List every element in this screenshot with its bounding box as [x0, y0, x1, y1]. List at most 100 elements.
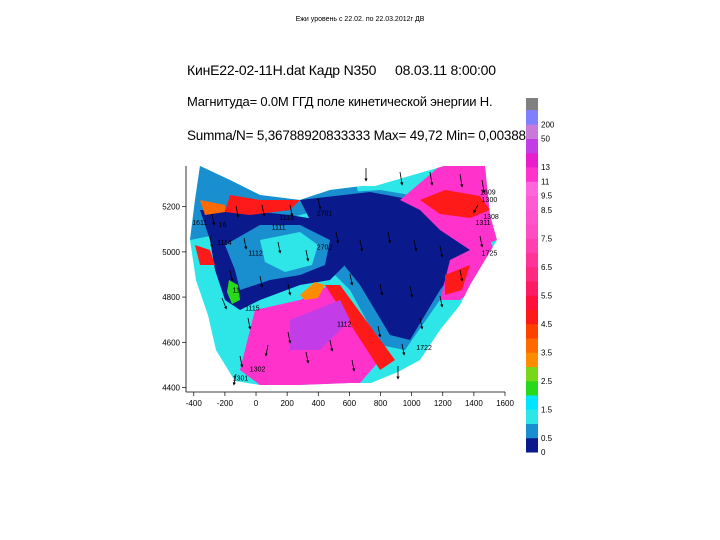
x-tick-label: 1000 [403, 399, 421, 408]
x-tick-label: 600 [343, 399, 357, 408]
vector-arrow [287, 283, 292, 296]
station-label: 1300 [482, 197, 498, 204]
vector-arrow [351, 359, 356, 372]
legend-label: 3.5 [541, 348, 553, 357]
legend-label: 7.5 [541, 234, 553, 243]
field-left-cyan [190, 275, 250, 381]
vector-arrow [349, 273, 354, 286]
station-label: 1113 [279, 215, 294, 222]
legend-swatch [526, 295, 538, 310]
field-deep-channel [300, 192, 485, 340]
y-tick-group: 4400 4600 4800 5000 5200 [162, 203, 186, 392]
vector-arrow [239, 355, 244, 368]
legend-label: 200 [541, 120, 555, 129]
legend-label: 0.5 [541, 434, 553, 443]
x-tick-label: 1400 [465, 399, 483, 408]
legend-swatch [526, 238, 538, 253]
station-label: 1308 [483, 214, 499, 221]
vector-arrow [259, 275, 264, 288]
legend-swatch [526, 224, 538, 239]
vector-arrow [419, 317, 424, 330]
station-label: 1311 [475, 220, 490, 227]
legend-label: 13 [541, 163, 550, 172]
vector-arrow [289, 204, 294, 217]
y-tick-label: 4400 [162, 383, 180, 392]
legend-swatch [526, 437, 538, 453]
x-tick-label: 200 [280, 399, 294, 408]
datetime-label: 08.03.11 8:00:00 [395, 62, 496, 78]
vector-arrow [247, 317, 252, 330]
station-label: 1112 [337, 321, 352, 328]
x-tick-label: -400 [186, 399, 203, 408]
vector-arrow [277, 241, 282, 254]
legend-swatch [526, 266, 538, 282]
arrow-layer [209, 168, 486, 386]
legend-label: 1.5 [541, 405, 553, 414]
vector-arrow [359, 239, 364, 252]
vector-arrow [235, 205, 240, 218]
vector-arrow [287, 331, 292, 344]
station-label: 1112 [248, 250, 263, 257]
legend-swatch [526, 352, 538, 367]
vector-arrow [429, 171, 434, 186]
station-label: 1111 [272, 224, 286, 231]
station-label: 1722 [416, 345, 432, 352]
field-name-label: ГГД поле кинетической энергии Н. [292, 94, 493, 109]
station-label: 1114 [217, 240, 232, 247]
vector-arrow [379, 283, 384, 296]
legend-swatch [526, 409, 538, 424]
station-label: 11 [233, 288, 240, 295]
legend-swatch [526, 338, 538, 353]
vector-arrow [305, 249, 310, 262]
legend-swatch [526, 167, 538, 182]
field-orange-ridge [300, 282, 325, 300]
vector-arrow [387, 231, 392, 244]
vector-arrow [243, 237, 248, 250]
legend-swatch [526, 252, 538, 268]
legend-swatch [526, 323, 538, 339]
legend-label: 0 [541, 448, 546, 457]
vector-arrow [264, 344, 269, 357]
x-tick-label: 400 [312, 399, 326, 408]
vector-arrow [481, 179, 486, 194]
vector-arrow [317, 197, 322, 210]
field-red-right [420, 190, 490, 218]
station-label: 1611 [192, 220, 207, 227]
legend-label: 5.5 [541, 291, 553, 300]
legend-swatch [526, 138, 538, 154]
legend-swatch [526, 152, 538, 168]
legend-cap [526, 98, 538, 110]
x-tick-label: 1600 [496, 399, 514, 408]
legend-swatch [526, 209, 538, 225]
station-label: 1309 [480, 189, 496, 196]
field-red-north [225, 195, 300, 215]
y-tick-label: 5200 [162, 203, 180, 212]
legend-swatch [526, 281, 538, 296]
legend-label: 2.5 [541, 377, 553, 386]
station-label: 1115 [245, 306, 260, 313]
station-label: 16 [219, 222, 227, 229]
vector-arrow [335, 231, 340, 244]
field-red-southeast [445, 265, 470, 295]
legend-swatch [526, 110, 538, 125]
slide-title: Ежи уровень с 22.02. по 22.03.2012г ДВ [295, 16, 425, 23]
file-frame-label: КинЕ22-02-11Н.dat Кадр N350 [187, 62, 377, 78]
field-orange-north [200, 200, 225, 215]
vector-arrow [459, 269, 464, 282]
vector-arrow [439, 295, 444, 308]
field-loop-core [260, 232, 318, 272]
station-label: 1302 [250, 367, 266, 374]
stats-label: Summa/N= 5,36788920833333 Max= 49,72 Min… [187, 128, 534, 143]
legend-swatch [526, 309, 538, 325]
field-red-west [195, 245, 215, 265]
vector-arrow [261, 204, 266, 217]
legend-swatch [526, 423, 538, 439]
y-tick-label: 5000 [162, 248, 180, 257]
vector-arrow [409, 285, 414, 298]
legend-swatch [526, 395, 538, 410]
field-purple-bottom [290, 300, 350, 350]
vector-arrow [401, 343, 406, 356]
station-label: 1301 [233, 376, 249, 383]
x-tick-label: 1200 [434, 399, 452, 408]
